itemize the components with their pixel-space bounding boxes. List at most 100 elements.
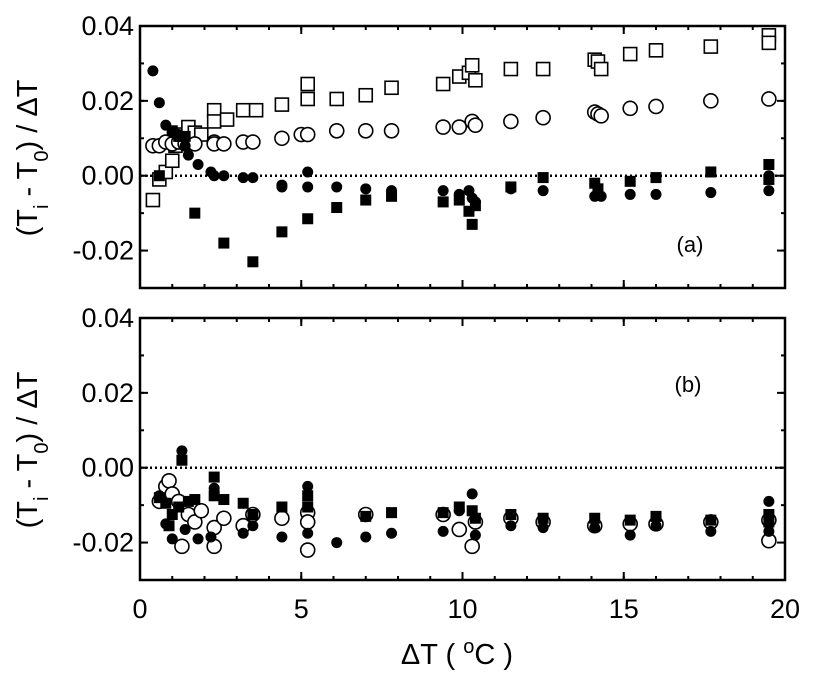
data-point-filled-square <box>276 501 288 513</box>
data-point-filled-circle <box>437 185 449 197</box>
data-point-open-circle <box>761 91 777 107</box>
data-point-open-square <box>468 72 483 88</box>
data-point-filled-square <box>302 490 314 502</box>
data-point-open-circle <box>193 502 210 519</box>
data-point-open-square <box>274 97 290 112</box>
data-point-filled-circle <box>205 531 217 543</box>
data-point-open-square <box>593 61 609 77</box>
x-tick-label: 20 <box>770 594 800 624</box>
data-point-open-square <box>145 192 161 208</box>
data-point-open-circle <box>503 113 519 130</box>
data-point-filled-square <box>505 181 517 193</box>
data-point-open-circle <box>299 126 316 143</box>
data-point-filled-circle <box>705 525 717 537</box>
data-point-open-square <box>435 76 451 92</box>
data-point-filled-square <box>453 501 465 513</box>
data-point-filled-circle <box>650 520 662 532</box>
data-point-filled-square <box>189 207 201 219</box>
data-point-filled-circle <box>469 529 481 541</box>
x-axis-ticks: 0 5 10 15 20 <box>132 594 800 624</box>
data-point-filled-circle <box>302 166 314 178</box>
data-point-filled-square <box>179 130 191 142</box>
data-point-filled-circle <box>276 531 288 543</box>
data-point-open-circle <box>467 117 484 133</box>
data-point-filled-circle <box>208 170 220 182</box>
data-point-filled-circle <box>705 187 717 199</box>
data-point-open-circle <box>451 119 468 135</box>
data-point-filled-square <box>463 205 475 217</box>
data-point-filled-circle <box>237 527 249 539</box>
data-point-filled-square <box>650 510 662 522</box>
x-axis-title: ΔT ( oC ) <box>401 636 513 671</box>
data-point-open-circle <box>274 130 290 147</box>
data-point-open-circle <box>435 119 451 135</box>
data-point-open-square <box>300 76 316 92</box>
data-point-open-square <box>164 153 180 169</box>
data-point-filled-circle <box>218 170 230 182</box>
data-point-filled-circle <box>360 183 372 195</box>
data-point-filled-square <box>624 175 636 187</box>
data-point-filled-circle <box>537 185 549 197</box>
data-point-open-square <box>384 80 399 96</box>
data-point-open-square <box>329 91 345 107</box>
data-point-open-circle <box>161 473 177 489</box>
data-point-filled-square <box>763 158 775 170</box>
data-point-filled-square <box>331 202 343 214</box>
data-point-open-square <box>235 102 251 118</box>
data-point-filled-circle <box>247 520 259 532</box>
data-point-open-circle <box>383 123 400 139</box>
data-point-filled-square <box>592 183 604 195</box>
data-point-filled-square <box>469 200 481 212</box>
y-tick-label-b: 0.04 <box>81 303 134 333</box>
data-point-filled-square <box>160 497 172 509</box>
data-point-open-square <box>761 35 777 51</box>
panel-a: -0.02 0.00 0.02 0.04 (a) <box>72 11 787 290</box>
data-point-open-square <box>703 39 719 54</box>
data-point-filled-circle <box>302 480 314 492</box>
data-point-filled-circle <box>650 188 662 200</box>
series-filled-square-a <box>153 125 775 268</box>
data-point-open-square <box>219 112 235 127</box>
data-point-filled-square <box>166 509 178 520</box>
data-point-filled-square <box>189 494 201 506</box>
data-point-filled-circle <box>763 525 775 537</box>
data-point-open-circle <box>328 123 345 139</box>
data-point-filled-circle <box>537 522 549 534</box>
data-point-open-circle <box>622 100 639 117</box>
data-point-filled-circle <box>466 488 478 500</box>
y-tick-label-b: 0.02 <box>81 378 134 408</box>
data-point-filled-square <box>453 194 465 206</box>
data-point-open-circle <box>299 514 316 530</box>
data-point-open-square <box>535 61 551 77</box>
y-tick-label-b: -0.02 <box>72 528 134 558</box>
data-point-filled-square <box>173 501 185 513</box>
data-point-filled-circle <box>437 525 449 537</box>
data-point-open-circle <box>703 93 719 109</box>
x-tick-label: 15 <box>609 594 639 624</box>
data-point-filled-circle <box>247 172 259 184</box>
data-point-filled-square <box>173 130 185 142</box>
data-point-filled-circle <box>153 97 165 109</box>
data-point-filled-circle <box>386 527 398 539</box>
data-point-open-circle <box>451 521 468 538</box>
y-tick-label-a: 0.02 <box>81 86 134 116</box>
panel-b: -0.02 0.00 0.02 0.04 (b) <box>72 303 787 582</box>
data-point-filled-circle <box>176 445 188 457</box>
data-point-filled-square <box>763 516 775 528</box>
data-point-filled-circle <box>302 527 314 539</box>
data-point-open-square <box>622 46 638 62</box>
panel-tag-a: (a) <box>677 232 704 257</box>
data-point-filled-square <box>247 509 259 520</box>
x-tick-label: 0 <box>132 594 147 624</box>
data-point-filled-square <box>386 190 398 202</box>
data-point-filled-square <box>466 218 478 230</box>
data-point-open-circle <box>357 123 374 139</box>
data-point-filled-circle <box>360 531 372 543</box>
data-point-filled-square <box>537 172 549 184</box>
data-point-open-square <box>648 43 664 58</box>
data-point-filled-circle <box>192 158 204 170</box>
data-point-open-square <box>206 114 222 129</box>
data-point-filled-square <box>763 173 775 185</box>
data-point-open-circle <box>216 136 232 152</box>
